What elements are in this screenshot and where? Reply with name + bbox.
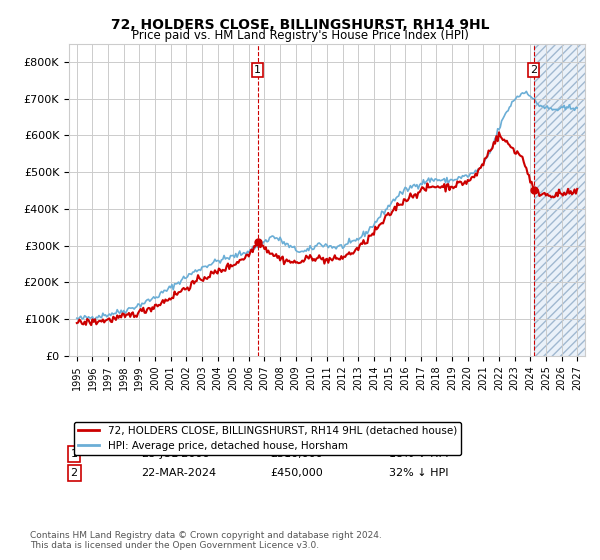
- Text: 28-JUL-2006: 28-JUL-2006: [141, 449, 209, 459]
- Text: 72, HOLDERS CLOSE, BILLINGSHURST, RH14 9HL: 72, HOLDERS CLOSE, BILLINGSHURST, RH14 9…: [111, 18, 489, 32]
- Text: 1: 1: [254, 65, 261, 75]
- Legend: 72, HOLDERS CLOSE, BILLINGSHURST, RH14 9HL (detached house), HPI: Average price,: 72, HOLDERS CLOSE, BILLINGSHURST, RH14 9…: [74, 422, 461, 455]
- Text: Contains HM Land Registry data © Crown copyright and database right 2024.
This d: Contains HM Land Registry data © Crown c…: [30, 530, 382, 550]
- Text: 18% ↓ HPI: 18% ↓ HPI: [389, 449, 448, 459]
- Text: 2: 2: [71, 468, 78, 478]
- Text: Price paid vs. HM Land Registry's House Price Index (HPI): Price paid vs. HM Land Registry's House …: [131, 29, 469, 42]
- Text: 1: 1: [71, 449, 77, 459]
- Text: 2: 2: [530, 65, 537, 75]
- Text: £310,000: £310,000: [270, 449, 323, 459]
- Text: £450,000: £450,000: [270, 468, 323, 478]
- Text: 32% ↓ HPI: 32% ↓ HPI: [389, 468, 448, 478]
- Text: 22-MAR-2024: 22-MAR-2024: [141, 468, 217, 478]
